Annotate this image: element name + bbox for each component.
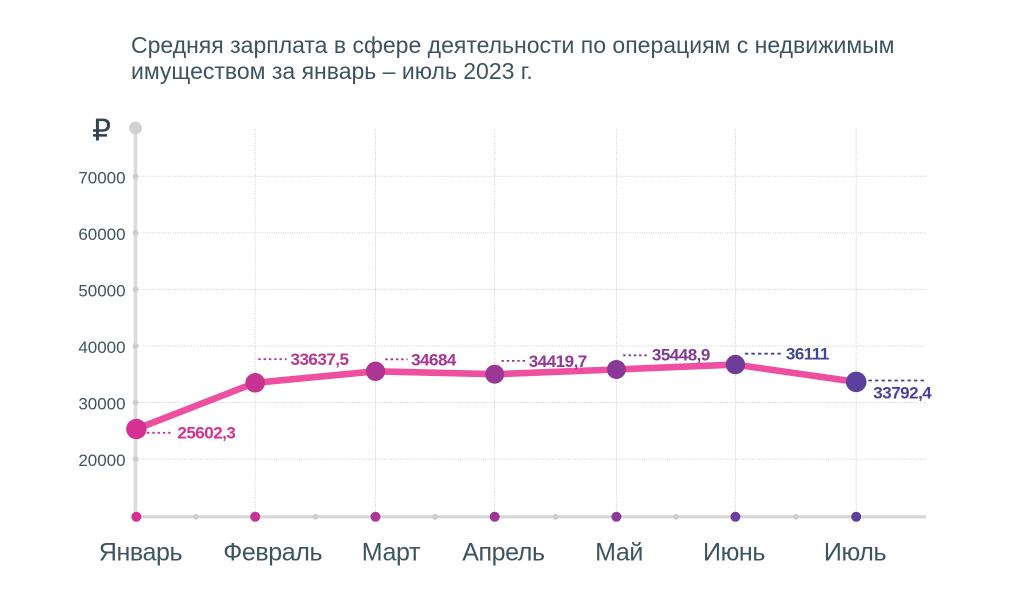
svg-text:40000: 40000 [78, 338, 125, 357]
svg-text:Июль: Июль [824, 539, 886, 567]
svg-text:Апрель: Апрель [462, 539, 544, 567]
svg-text:33792,4: 33792,4 [873, 383, 932, 402]
svg-text:имуществом за январь – июль 20: имуществом за январь – июль 2023 г. [131, 58, 533, 84]
svg-text:60000: 60000 [78, 225, 125, 244]
svg-text:36111: 36111 [786, 345, 829, 364]
svg-text:Январь: Январь [99, 539, 182, 567]
svg-text:35448,9: 35448,9 [652, 345, 710, 364]
svg-text:50000: 50000 [78, 281, 125, 300]
svg-text:₽: ₽ [92, 115, 111, 148]
svg-text:20000: 20000 [78, 451, 125, 470]
svg-text:70000: 70000 [78, 168, 125, 187]
svg-text:Март: Март [362, 539, 421, 567]
svg-text:33637,5: 33637,5 [291, 350, 349, 369]
svg-text:Май: Май [595, 539, 643, 567]
svg-text:Июнь: Июнь [703, 539, 765, 567]
svg-text:34419,7: 34419,7 [529, 352, 587, 371]
svg-text:25602,3: 25602,3 [177, 423, 235, 442]
svg-text:34684: 34684 [411, 350, 457, 369]
svg-text:Средняя зарплата в сфере деяте: Средняя зарплата в сфере деятельности по… [131, 32, 894, 58]
svg-text:Февраль: Февраль [223, 539, 322, 567]
svg-text:30000: 30000 [78, 395, 125, 414]
